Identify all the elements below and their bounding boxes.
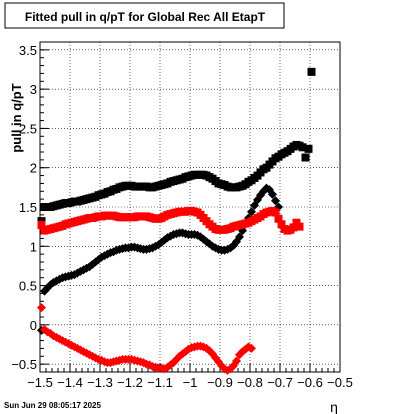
y-tick-label: 1.5 (19, 200, 37, 215)
data-point-diamond (247, 343, 256, 353)
data-point-square (295, 222, 304, 231)
y-axis-label: pull in q/pT (9, 83, 24, 152)
x-tick-label: −1.1 (147, 375, 173, 390)
data-point-diamond (268, 189, 277, 199)
timestamp: Sun Jun 29 08:05:17 2025 (4, 401, 101, 410)
data-point-square (301, 153, 310, 162)
title-box: Fitted pull in q/pT for Global Rec All E… (4, 2, 285, 29)
data-point-diamond (232, 356, 241, 366)
y-tick-label: 3.5 (19, 43, 37, 58)
data-point-diamond (247, 207, 256, 217)
data-point-square (307, 67, 316, 76)
data-point-square (37, 221, 46, 230)
x-tick-label: −0.5 (327, 375, 353, 390)
axes: −1.5 −1.4 −1.3 −1.2 −1.1 −1 −0.9 −0.8 −0.7 −0.6 −0… (11, 41, 353, 390)
x-tick-label: −0.9 (207, 375, 233, 390)
data-point-square (277, 220, 286, 229)
data-point-diamond (235, 232, 244, 242)
x-tick-label: −0.6 (297, 375, 323, 390)
data-marks (37, 67, 316, 375)
y-tick-label: 2 (30, 161, 37, 176)
data-point-square (289, 223, 298, 232)
x-tick-label: −1.3 (87, 375, 113, 390)
y-tick-label: −0.5 (11, 357, 37, 372)
y-tick-label: 1 (30, 239, 37, 254)
data-point-square (304, 144, 313, 153)
data-point-square (298, 143, 307, 152)
y-tick-label: 3 (30, 82, 37, 97)
x-tick-label: −1.5 (27, 375, 53, 390)
y-tick-label: 2.5 (19, 121, 37, 136)
x-tick-label: −1 (183, 375, 198, 390)
data-point-square (274, 214, 283, 223)
chart-title: Fitted pull in q/pT for Global Rec All E… (25, 10, 266, 24)
y-tick-label: 0 (30, 318, 37, 333)
x-tick-label: −0.7 (267, 375, 293, 390)
y-tick-label: 0.5 (19, 279, 37, 294)
data-point-diamond (37, 303, 46, 313)
x-axis-label: η (330, 399, 338, 414)
x-tick-label: −0.8 (237, 375, 263, 390)
data-point-square (271, 208, 280, 217)
x-tick-label: −1.4 (57, 375, 83, 390)
data-point-diamond (271, 196, 280, 206)
x-tick-label: −1.2 (117, 375, 143, 390)
